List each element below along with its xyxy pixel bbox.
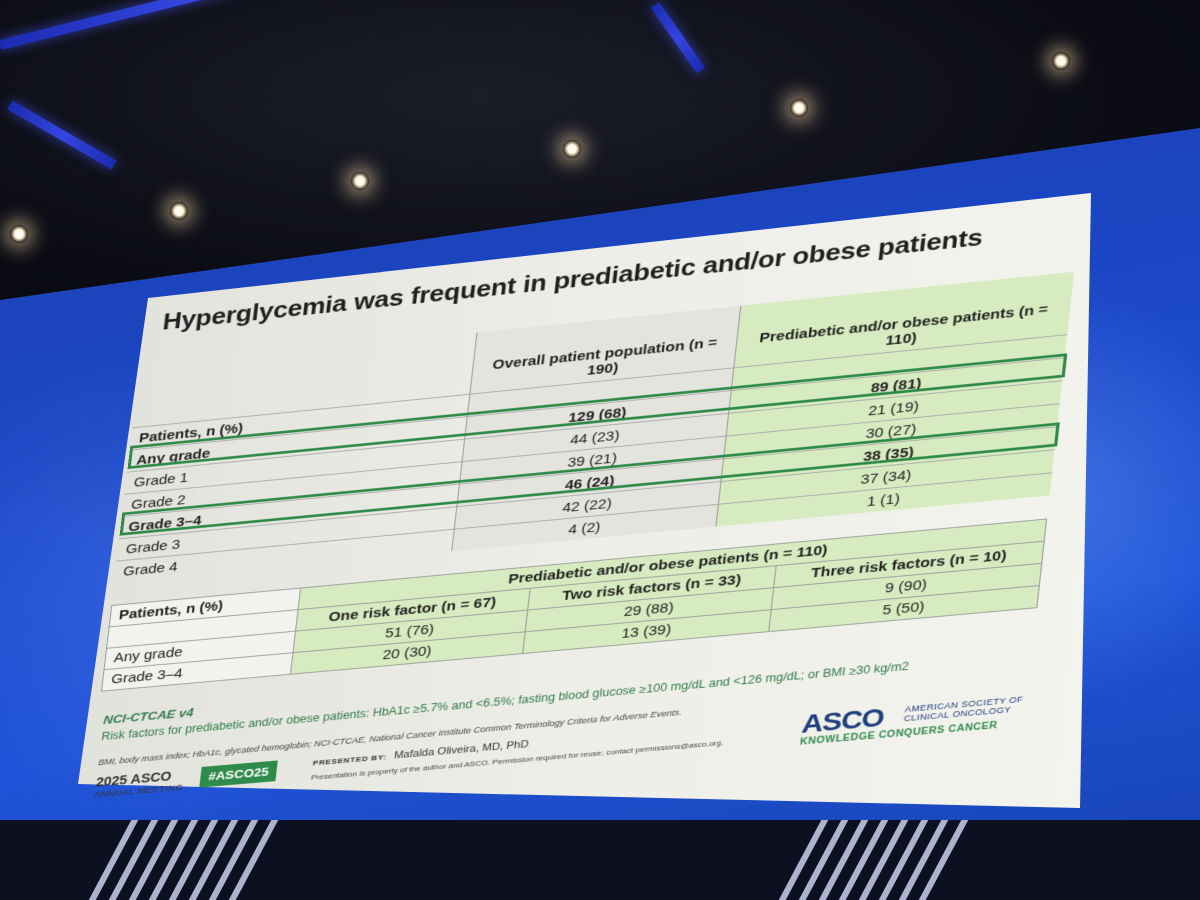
ceiling-light-icon	[10, 225, 28, 243]
truss-beam-icon	[0, 0, 380, 50]
ceiling-light-icon	[790, 99, 808, 117]
ceiling-light-icon	[351, 172, 369, 190]
ceiling-light-icon	[563, 140, 581, 158]
ceiling-light-icon	[1052, 52, 1070, 70]
presented-by-label: PRESENTED BY:	[312, 752, 388, 768]
hashtag-badge: #ASCO25	[199, 760, 279, 788]
truss-beam-icon	[650, 2, 705, 74]
asco-full-name: AMERICAN SOCIETY OF CLINICAL ONCOLOGY	[903, 694, 1024, 724]
stage-front	[0, 820, 1200, 900]
presentation-slide: Hyperglycemia was frequent in prediabeti…	[88, 200, 1081, 800]
annual-meeting-logo: 2025 ASCO ANNUAL MEETING	[94, 768, 186, 800]
truss-beam-icon	[7, 100, 117, 170]
ceiling-light-icon	[170, 202, 188, 220]
